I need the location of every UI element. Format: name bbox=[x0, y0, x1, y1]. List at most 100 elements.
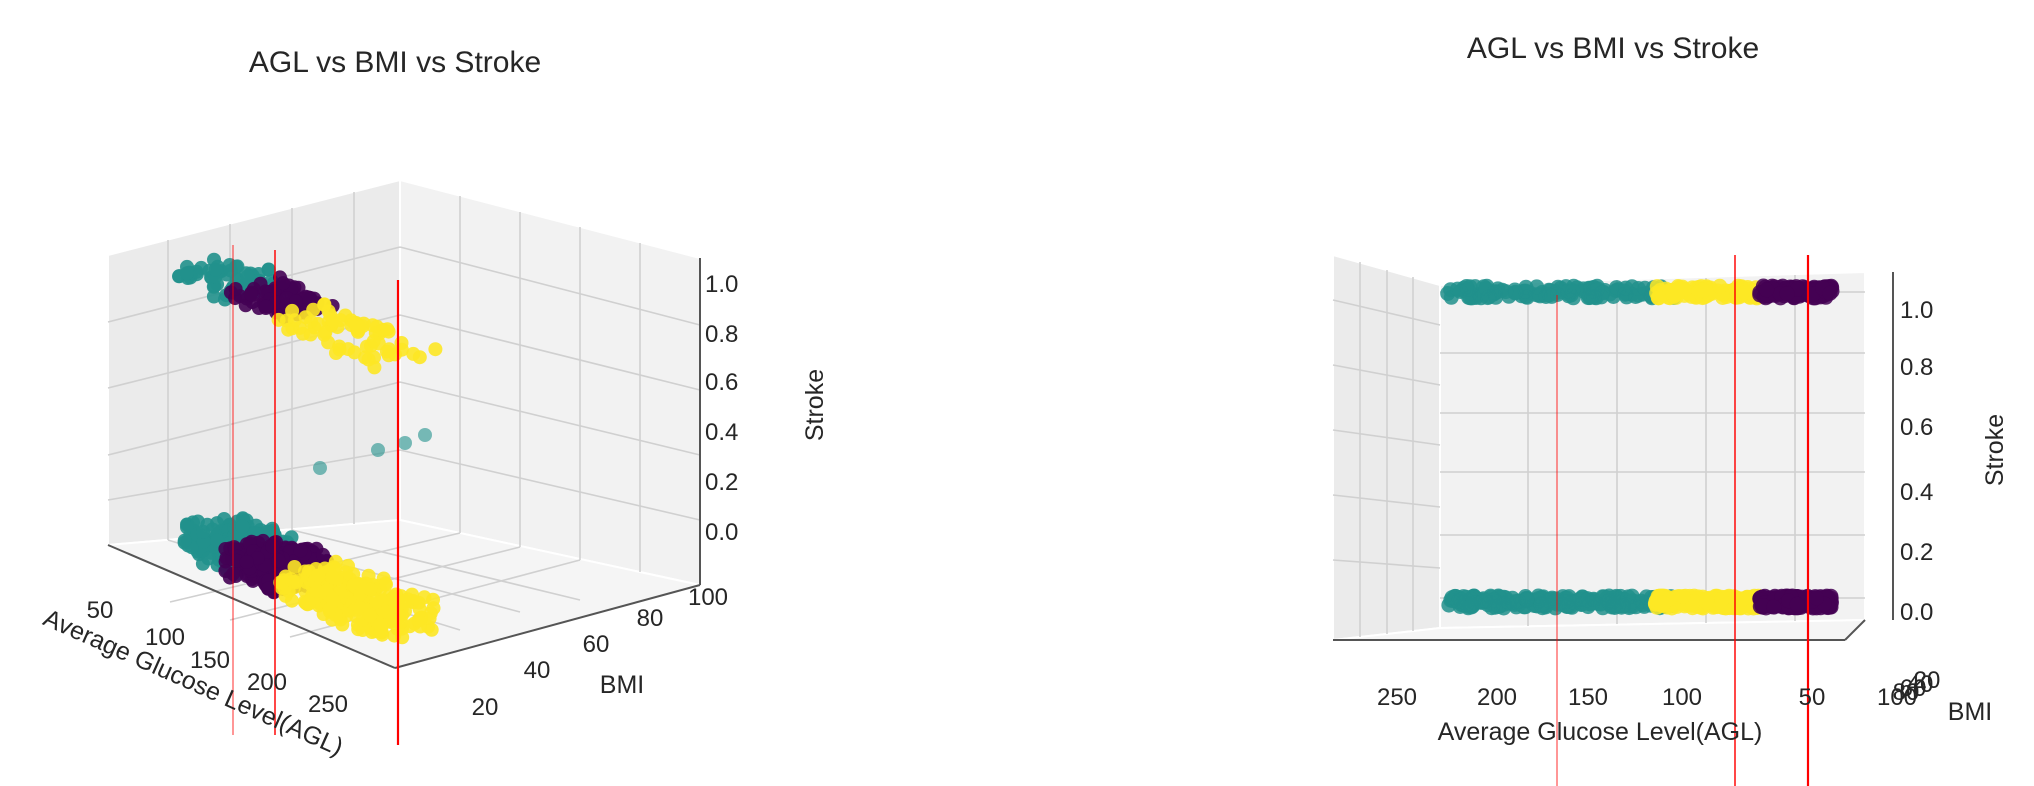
scatter-point bbox=[316, 547, 330, 562]
z-tick-label: 0.2 bbox=[1900, 539, 1933, 566]
chart-right-y-label: BMI bbox=[1948, 698, 1992, 726]
scatter-point bbox=[394, 615, 408, 630]
scatter-point bbox=[1695, 282, 1711, 298]
chart-right-y-axis-line bbox=[1844, 619, 1866, 641]
x-tick-label: 250 bbox=[308, 691, 348, 718]
scatter-point bbox=[1584, 289, 1600, 305]
chart-left-x-ticks: 50 100 150 200 250 bbox=[87, 597, 348, 718]
scatter-point bbox=[1558, 594, 1574, 610]
scatter-point bbox=[428, 342, 443, 357]
scatter-point bbox=[363, 608, 377, 623]
z-tick-label: 0.4 bbox=[1900, 479, 1933, 506]
x-tick-label: 100 bbox=[145, 624, 185, 651]
y-tick-label: 100 bbox=[1877, 684, 1917, 711]
chart-left-pane-right bbox=[399, 178, 701, 587]
scatter-point bbox=[1550, 287, 1565, 302]
y-tick-label: 80 bbox=[637, 605, 664, 632]
scatter-point bbox=[327, 561, 342, 576]
scatter-point bbox=[281, 322, 296, 337]
scatter-point bbox=[259, 299, 274, 314]
scatter-point bbox=[206, 289, 221, 304]
scatter-point bbox=[180, 266, 194, 281]
scatter-point bbox=[1618, 280, 1634, 296]
scatter-point bbox=[1460, 600, 1476, 616]
chart-left-z-ticks: 0.0 0.2 0.4 0.6 0.8 1.0 bbox=[705, 271, 738, 546]
y-tick-label: 40 bbox=[524, 657, 551, 684]
scatter-point bbox=[1491, 599, 1507, 614]
scatter-point bbox=[218, 564, 233, 578]
scatter-point bbox=[1766, 599, 1782, 615]
z-tick-label: 1.0 bbox=[705, 271, 738, 298]
chart-left-z-label: Stroke bbox=[801, 369, 829, 441]
scatter-point bbox=[1444, 590, 1460, 606]
scatter-point bbox=[379, 577, 393, 592]
x-tick-label: 50 bbox=[87, 597, 114, 624]
x-tick-label: 50 bbox=[1799, 684, 1826, 711]
scatter-point bbox=[356, 316, 371, 331]
chart-left-pane-back bbox=[107, 178, 401, 547]
scatter-point bbox=[265, 539, 280, 554]
scatter-point bbox=[394, 336, 409, 350]
scatter-point bbox=[278, 588, 293, 603]
scatter-point bbox=[261, 581, 276, 596]
scatter-point bbox=[417, 590, 432, 605]
chart-left: AGL vs BMI vs Stroke bbox=[39, 46, 829, 762]
scatter-point bbox=[1822, 285, 1838, 301]
x-tick-label: 250 bbox=[1377, 684, 1417, 711]
scatter-point bbox=[1614, 599, 1629, 615]
scatter-point bbox=[1630, 281, 1646, 296]
scatter-point bbox=[278, 569, 293, 584]
scatter-point bbox=[180, 520, 194, 535]
scatter-point bbox=[235, 519, 250, 534]
y-tick-label: 40 bbox=[1907, 671, 1934, 698]
scatter-point bbox=[201, 551, 216, 566]
chart-left-y-ticks: 20 40 60 80 100 bbox=[472, 584, 728, 721]
scatter-point bbox=[1712, 278, 1728, 294]
x-tick-label: 150 bbox=[1568, 684, 1608, 711]
scatter-point bbox=[240, 269, 255, 284]
chart-left-points bbox=[172, 252, 443, 645]
scatter-point bbox=[341, 342, 356, 357]
chart-right: AGL vs BMI vs Stroke bbox=[1332, 32, 2009, 786]
scatter-point bbox=[1599, 590, 1615, 606]
scatter-point bbox=[1676, 281, 1692, 297]
scatter-point bbox=[1462, 290, 1478, 306]
scatter-point bbox=[335, 617, 350, 632]
x-tick-label: 100 bbox=[1662, 684, 1702, 711]
scatter-point bbox=[1789, 596, 1805, 612]
scatter-point bbox=[366, 334, 381, 349]
scatter-point bbox=[1808, 590, 1824, 606]
scatter-point bbox=[1487, 284, 1503, 300]
scatter-point bbox=[243, 287, 258, 302]
scatter-point bbox=[194, 260, 209, 275]
scatter-point bbox=[293, 543, 308, 558]
scatter-point bbox=[1507, 597, 1522, 612]
scatter-point bbox=[412, 602, 427, 617]
scatter-point bbox=[196, 524, 210, 539]
chart-left-title: AGL vs BMI vs Stroke bbox=[249, 46, 541, 79]
scatter-point bbox=[380, 322, 395, 337]
z-tick-label: 0.0 bbox=[1900, 599, 1933, 626]
y-tick-label: 60 bbox=[583, 631, 610, 658]
scatter-point bbox=[355, 623, 370, 637]
scatter-point bbox=[1699, 591, 1715, 607]
scatter-point bbox=[317, 297, 332, 312]
chart-right-x-ticks: 250 200 150 100 50 bbox=[1377, 684, 1825, 711]
scatter-point bbox=[363, 582, 378, 597]
scatter-point bbox=[1675, 589, 1691, 605]
chart-right-title: AGL vs BMI vs Stroke bbox=[1467, 32, 1759, 65]
chart-right-points bbox=[1440, 278, 1840, 616]
z-tick-label: 1.0 bbox=[1900, 297, 1933, 324]
z-tick-label: 0.2 bbox=[705, 469, 738, 496]
scatter-point bbox=[177, 533, 192, 548]
scatter-point bbox=[313, 461, 327, 475]
scatter-point bbox=[1538, 289, 1554, 304]
scatter-point bbox=[1533, 597, 1549, 613]
scatter-point bbox=[296, 326, 310, 341]
y-tick-label: 60 bbox=[1900, 675, 1927, 702]
scatter-point bbox=[223, 263, 238, 278]
z-tick-label: 0.0 bbox=[705, 519, 738, 546]
chart-left-y-axis-line bbox=[394, 584, 701, 669]
scatter-point bbox=[1476, 593, 1492, 608]
x-tick-label: 150 bbox=[190, 647, 230, 674]
